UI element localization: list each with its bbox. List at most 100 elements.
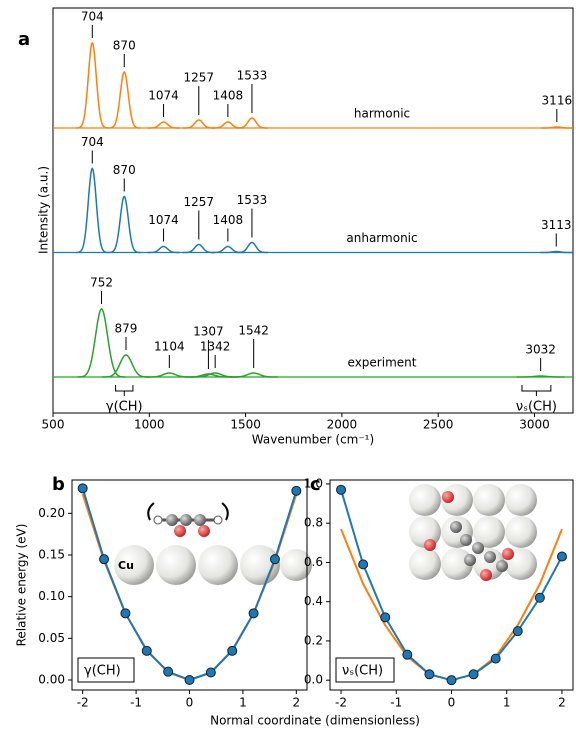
annotation: νₛ(CH)	[516, 400, 557, 415]
peak-label: 1342	[200, 340, 231, 354]
point	[446, 675, 457, 686]
peak	[540, 126, 573, 129]
point	[424, 669, 435, 680]
point	[556, 551, 567, 562]
peak	[147, 245, 180, 254]
bracket	[521, 385, 552, 396]
point	[99, 554, 110, 565]
point	[269, 554, 280, 565]
peak-label: 752	[90, 276, 113, 290]
peak-label: 879	[115, 322, 138, 336]
y-tick-label: 0.0	[304, 673, 323, 687]
point	[402, 649, 413, 660]
series-label: experiment	[348, 356, 417, 370]
y-tick-label: 0.8	[304, 516, 323, 530]
peak	[182, 243, 215, 254]
peak-label: 1257	[184, 195, 215, 209]
peak-label: 704	[81, 135, 104, 149]
peak-label: 870	[113, 163, 136, 177]
x-tick-label: -2	[335, 696, 347, 710]
annotation-box	[335, 657, 395, 683]
series-label: anharmonic	[346, 231, 417, 245]
peak-label: 1074	[148, 213, 179, 227]
point	[141, 645, 152, 656]
peak-label: 1307	[193, 325, 224, 339]
inset-structure	[409, 484, 537, 581]
peak-label: 1542	[238, 324, 269, 338]
x-tick-label: -2	[77, 696, 89, 710]
peak	[76, 167, 109, 254]
x-tick-label: 3000	[519, 418, 550, 432]
y-tick-label: 0.15	[38, 548, 65, 562]
x-tick-label: 0	[448, 696, 456, 710]
x-tick-label: 1	[503, 696, 511, 710]
y-tick-label: 0.2	[304, 633, 323, 647]
inset-structure	[114, 502, 312, 585]
peak	[101, 354, 150, 378]
point	[468, 669, 479, 680]
peak-label: 3032	[525, 343, 556, 357]
peak-label: 1533	[237, 69, 268, 83]
peak	[516, 375, 565, 378]
annotation: γ(CH)	[84, 664, 121, 679]
point	[163, 666, 174, 677]
bracket	[115, 385, 134, 396]
point	[120, 608, 131, 619]
y-tick-label: 0.10	[38, 589, 65, 603]
x-tick-label: 2	[558, 696, 566, 710]
annotation: γ(CH)	[106, 400, 143, 415]
y-tick-label: 0.20	[38, 506, 65, 520]
point	[512, 626, 523, 637]
x-tick-label: 1000	[134, 418, 165, 432]
x-tick-label: -1	[130, 696, 142, 710]
y-tick-label: 1.0	[304, 476, 323, 490]
x-tick-label: 2000	[327, 418, 358, 432]
inset-label: Cu	[118, 559, 134, 572]
peak	[108, 71, 141, 129]
point	[227, 645, 238, 656]
panel-label: a	[18, 29, 30, 50]
peak-label: 1104	[154, 340, 185, 354]
peak-label: 3116	[542, 94, 573, 108]
point	[291, 485, 302, 496]
annotation-box	[77, 657, 135, 683]
peak-label: 3113	[541, 218, 572, 232]
peak-label: 1533	[237, 193, 268, 207]
peak-label: 870	[113, 39, 136, 53]
annotation: νₛ(CH)	[342, 664, 383, 679]
y-tick-label: 0.6	[304, 555, 323, 569]
peak	[229, 372, 278, 378]
y-axis-label: Intensity (a.u.)	[37, 166, 51, 254]
point	[380, 612, 391, 623]
peak-label: 704	[81, 10, 104, 24]
peak	[235, 117, 268, 129]
peak	[211, 121, 244, 129]
x-tick-label: 1500	[230, 418, 261, 432]
peak	[235, 241, 268, 254]
panel-label: c	[310, 474, 321, 495]
peak	[108, 195, 141, 254]
peak	[147, 121, 180, 129]
point	[358, 559, 369, 570]
peak-label: 1408	[213, 89, 244, 103]
x-tick-label: -1	[390, 696, 402, 710]
axes-frame	[52, 7, 574, 414]
y-tick-label: 0.05	[38, 631, 65, 645]
y-tick-label: 0.00	[38, 673, 65, 687]
x-tick-label: 500	[42, 418, 65, 432]
peak	[76, 41, 109, 129]
peak	[77, 308, 126, 378]
peak	[540, 250, 573, 254]
panel-label: b	[52, 474, 65, 495]
point	[77, 483, 88, 494]
x-tick-label: 0	[186, 696, 194, 710]
x-tick-label: 2	[292, 696, 300, 710]
peak-label: 1074	[148, 89, 179, 103]
point	[184, 675, 195, 685]
x-tick-label: 1	[239, 696, 247, 710]
point	[490, 653, 501, 664]
point	[336, 484, 347, 495]
peak	[182, 119, 215, 129]
y-axis-label: Relative energy (eV)	[15, 524, 29, 647]
